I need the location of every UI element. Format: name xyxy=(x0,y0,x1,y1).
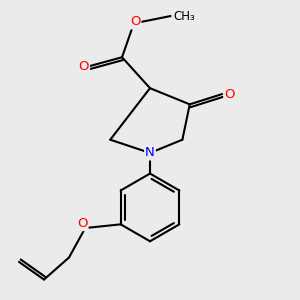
Text: CH₃: CH₃ xyxy=(174,10,195,22)
Text: O: O xyxy=(130,15,140,28)
Text: N: N xyxy=(145,146,155,159)
Text: O: O xyxy=(77,217,88,230)
Text: O: O xyxy=(79,60,89,73)
Text: O: O xyxy=(224,88,235,100)
